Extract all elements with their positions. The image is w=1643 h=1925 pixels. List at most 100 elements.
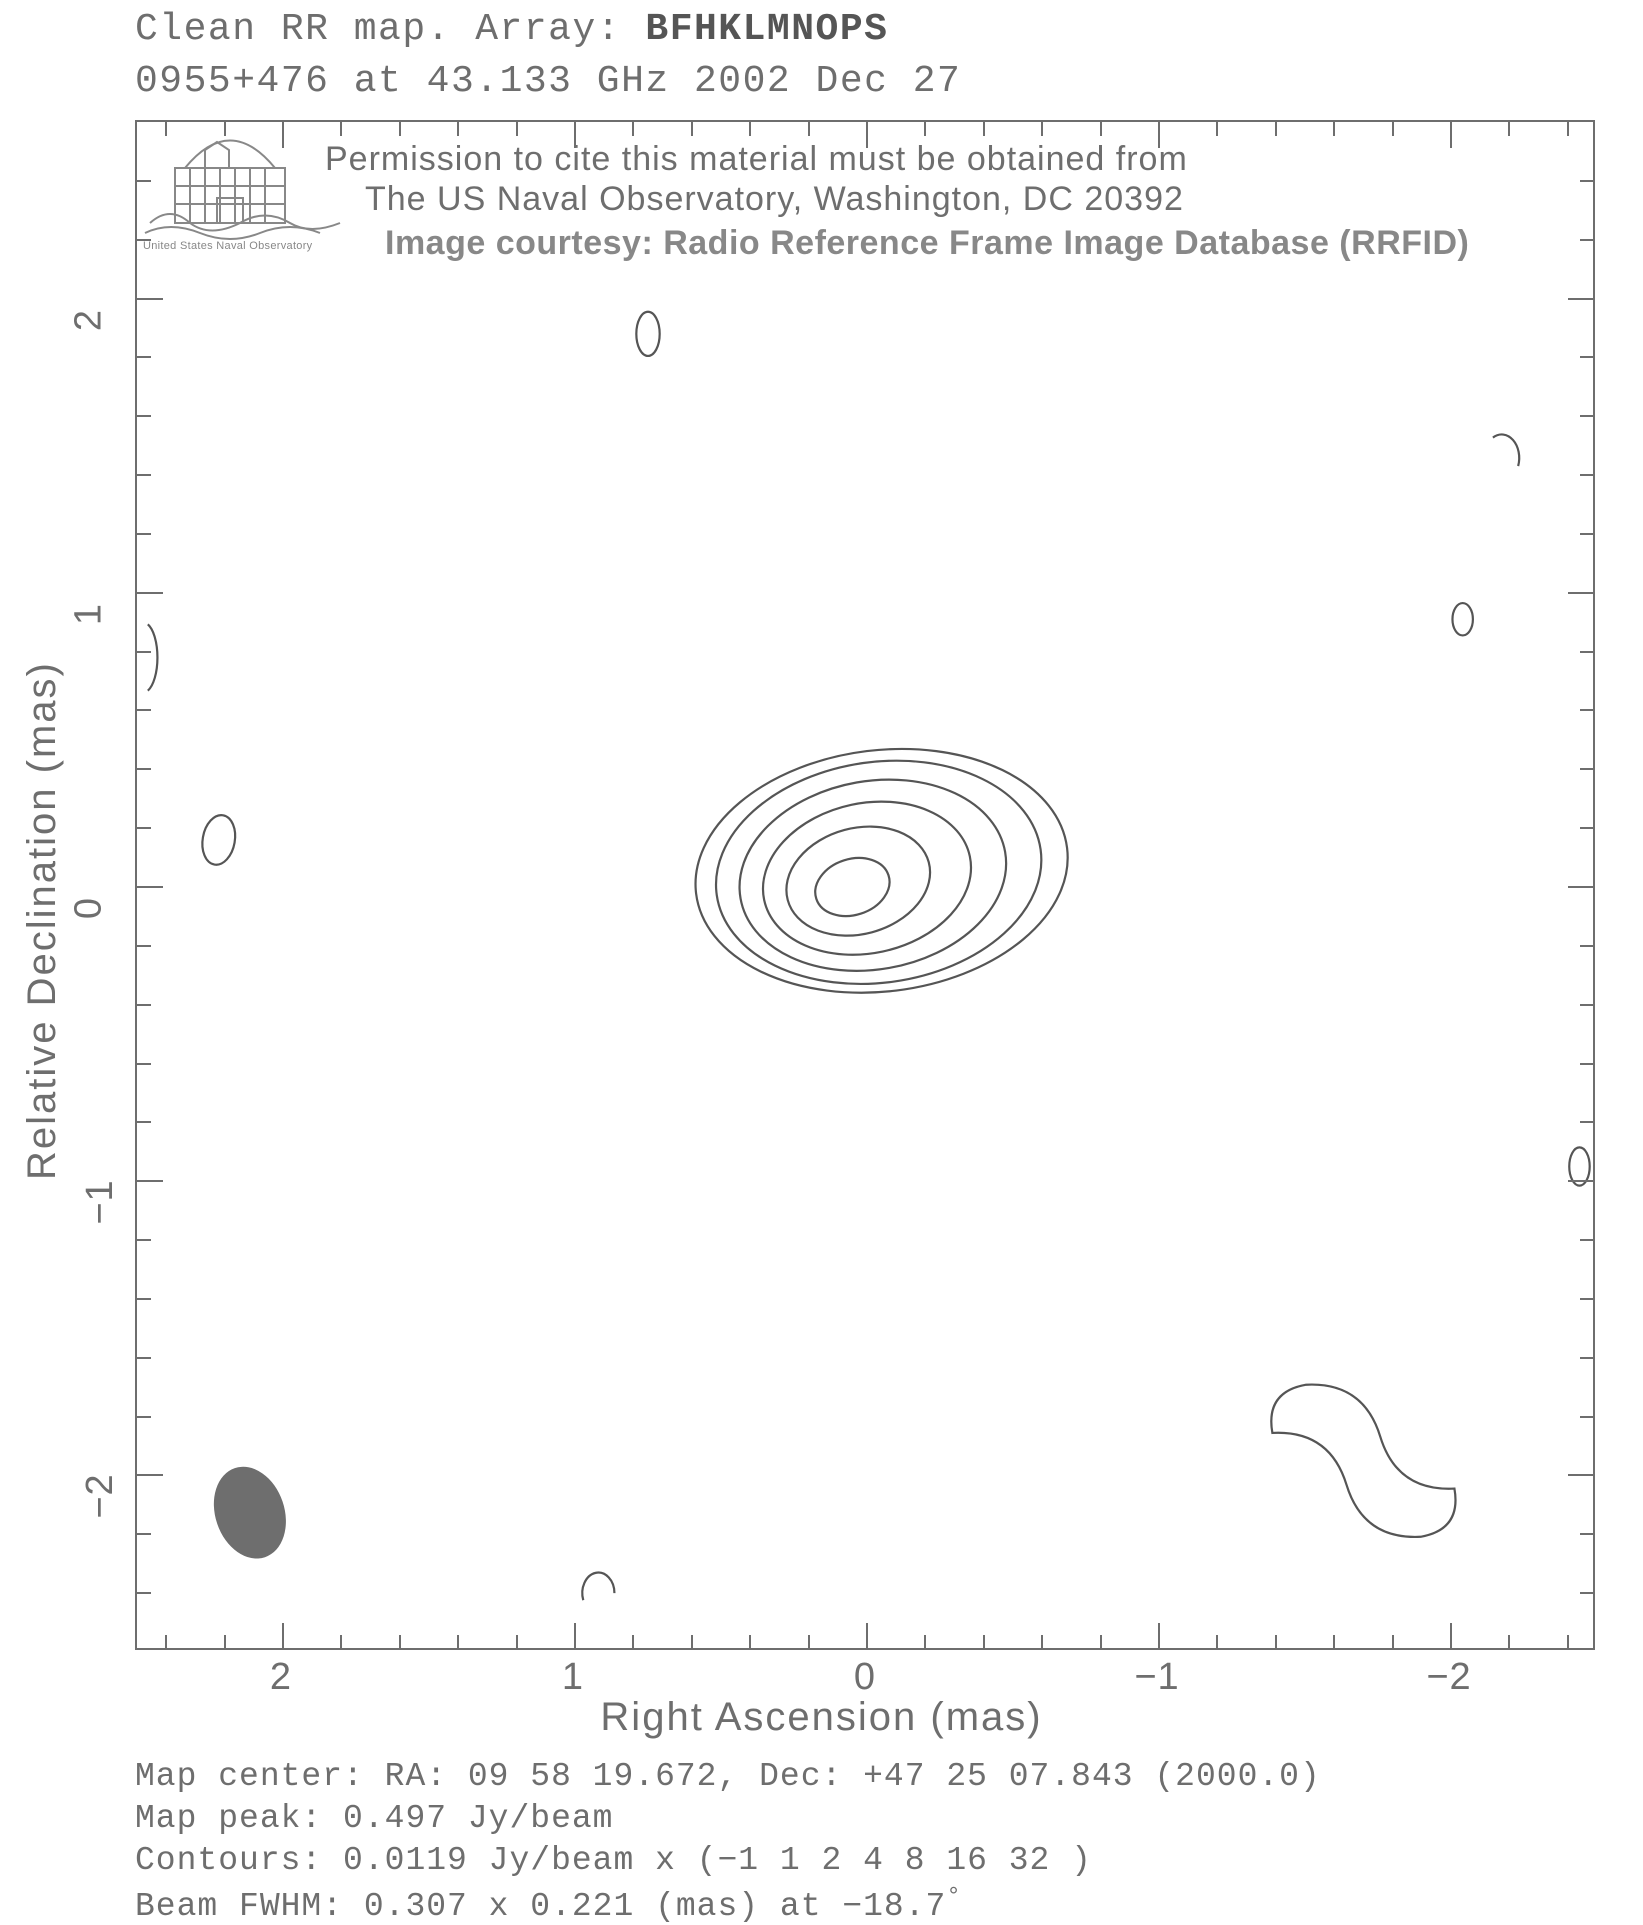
figure-page: Clean RR map. Array: BFHKLMNOPS 0955+476… [0,0,1643,1916]
tick [574,122,576,148]
tick [1392,122,1394,136]
freq-text: 43.133 GHz [427,60,670,103]
tick [340,122,342,136]
tick [137,533,151,535]
tick [1580,415,1594,417]
tick [924,1635,926,1649]
tick [1580,1004,1594,1006]
tick [1580,1533,1594,1535]
tick [137,1063,151,1065]
x-tick-label: −1 [1134,1656,1179,1699]
tick [1580,827,1594,829]
title-line-1: Clean RR map. Array: BFHKLMNOPS [135,8,888,51]
tick [137,827,151,829]
caption-line-4-text: Beam FWHM: 0.307 x 0.221 (mas) at −18.7 [135,1888,946,1925]
tick [457,122,459,136]
y-tick-label: 2 [68,308,111,330]
y-tick-label: −1 [79,1180,122,1225]
y-tick-label: 0 [68,897,111,919]
tick [282,1623,284,1649]
tick [399,122,401,136]
source-name: 0955+476 [135,60,329,103]
tick [866,122,868,148]
tick [137,1357,151,1359]
tick [1568,1180,1594,1182]
tick [137,1298,151,1300]
tick [137,945,151,947]
tick [1580,709,1594,711]
tick [1580,474,1594,476]
tick [808,122,810,136]
tick [165,122,167,136]
tick [1580,1298,1594,1300]
tick [137,239,151,241]
tick [1580,180,1594,182]
at-text: at [329,60,426,103]
tick [1580,1416,1594,1418]
tick [632,122,634,136]
x-tick-label: −2 [1426,1656,1471,1699]
tick [137,1416,151,1418]
tick [1580,533,1594,535]
y-axis-label: Relative Declination (mas) [20,661,65,1180]
tick [224,122,226,136]
tick [1100,122,1102,136]
tick [457,1635,459,1649]
tick [1392,1635,1394,1649]
tick [866,1623,868,1649]
tick [137,768,151,770]
tick [1580,945,1594,947]
tick [1158,122,1160,148]
x-axis-label: Right Ascension (mas) [0,1695,1643,1740]
tick [983,1635,985,1649]
tick [1580,768,1594,770]
tick [1450,1623,1452,1649]
tick [137,1121,151,1123]
tick [340,1635,342,1649]
tick [1580,1239,1594,1241]
tick [1508,1635,1510,1649]
tick [691,122,693,136]
degree-symbol: ° [946,1884,961,1911]
tick [1100,1635,1102,1649]
tick [1568,886,1594,888]
tick [137,1239,151,1241]
tick [924,122,926,136]
tick [1580,1063,1594,1065]
title-line-2: 0955+476 at 43.133 GHz 2002 Dec 27 [135,60,961,103]
tick [1580,651,1594,653]
tick [1568,298,1594,300]
tick [137,709,151,711]
tick [137,592,163,594]
tick [1568,1474,1594,1476]
tick [137,415,151,417]
tick [137,180,151,182]
tick [632,1635,634,1649]
tick [282,122,284,148]
tick [516,122,518,136]
plot-frame: United States Naval Observatory Permissi… [135,120,1595,1650]
tick [137,474,151,476]
tick [399,1635,401,1649]
tick [137,1180,163,1182]
caption-line-1: Map center: RA: 09 58 19.672, Dec: +47 2… [135,1758,1321,1795]
y-tick-label: 1 [68,603,111,625]
tick [137,886,163,888]
x-tick-label: 2 [270,1656,292,1699]
x-tick-label: 0 [854,1656,876,1699]
tick [1580,1121,1594,1123]
caption-line-3: Contours: 0.0119 Jy/beam x (−1 1 2 4 8 1… [135,1842,1092,1879]
tick [1508,122,1510,136]
tick [1275,1635,1277,1649]
tick [137,1004,151,1006]
tick [1567,1635,1569,1649]
array-code: BFHKLMNOPS [645,8,888,51]
tick [1568,592,1594,594]
tick [1333,122,1335,136]
x-tick-label: 1 [562,1656,584,1699]
tick [983,122,985,136]
tick [749,1635,751,1649]
tick [165,1635,167,1649]
tick [1580,239,1594,241]
tick [1216,1635,1218,1649]
